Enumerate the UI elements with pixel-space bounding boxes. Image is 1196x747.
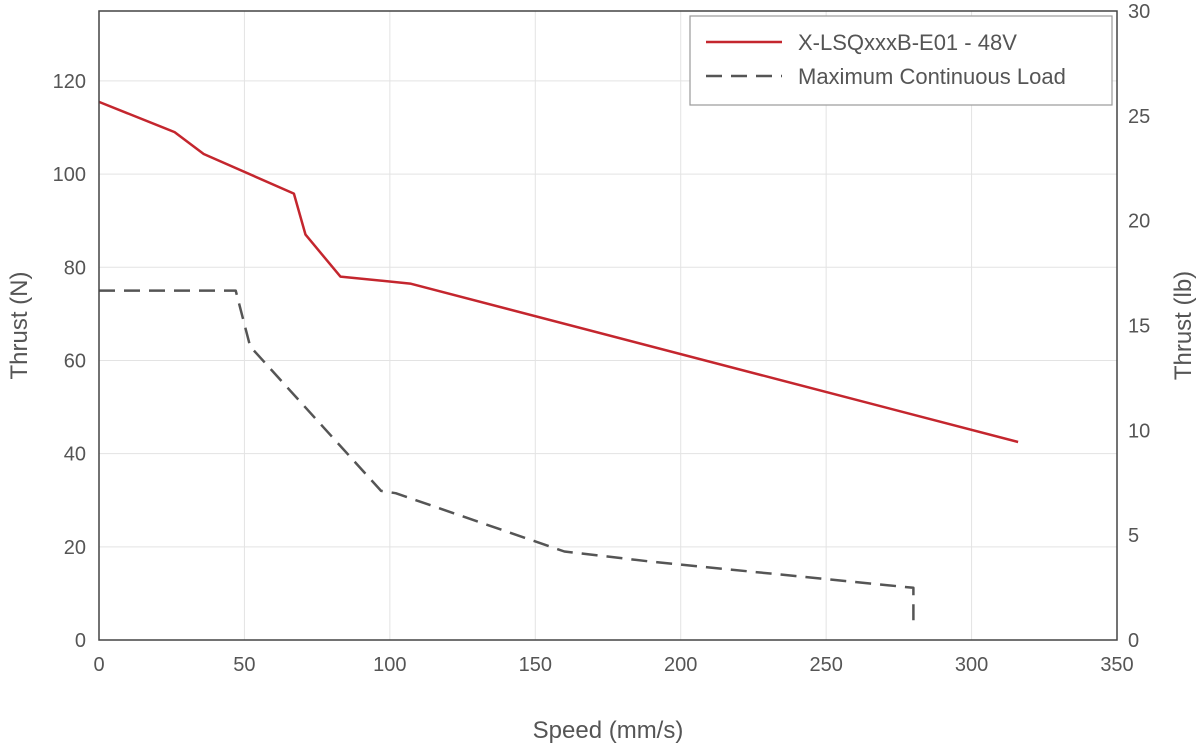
y-tick-label-left: 60 <box>64 350 86 372</box>
y-tick-label-left: 20 <box>64 537 86 559</box>
series-line-maximum-continuous-load <box>99 289 915 624</box>
x-tick-label: 150 <box>519 654 552 676</box>
legend: X-LSQxxxB-E01 - 48V Maximum Continuous L… <box>689 15 1113 106</box>
y-tick-label-left: 80 <box>64 257 86 279</box>
y-tick-label-right: 10 <box>1128 420 1150 442</box>
x-tick-label: 100 <box>373 654 406 676</box>
x-axis-title: Speed (mm/s) <box>533 717 684 744</box>
y-tick-label-right: 5 <box>1128 525 1139 547</box>
y-tick-label-left: 120 <box>53 71 86 93</box>
y-tick-label-left: 0 <box>75 630 86 652</box>
x-tick-label: 350 <box>1100 654 1133 676</box>
legend-label-x-lsqxxxb-e01-48v: X-LSQxxxB-E01 - 48V <box>798 30 1017 55</box>
legend-label-maximum-continuous-load: Maximum Continuous Load <box>798 64 1066 89</box>
y-tick-label-right: 20 <box>1128 211 1150 233</box>
y-tick-label-right: 25 <box>1128 106 1150 128</box>
y-axis-title-left: Thrust (N) <box>6 272 33 380</box>
x-tick-label: 250 <box>809 654 842 676</box>
y-tick-label-left: 100 <box>53 164 86 186</box>
y-tick-label-right: 30 <box>1128 1 1150 23</box>
y-tick-label-left: 40 <box>64 444 86 466</box>
x-tick-label: 50 <box>233 654 255 676</box>
x-tick-label: 300 <box>955 654 988 676</box>
data-series <box>98 100 1019 624</box>
y-tick-label-right: 0 <box>1128 630 1139 652</box>
y-axis-title-right: Thrust (lb) <box>1170 271 1196 380</box>
gridlines <box>99 11 1117 640</box>
series-line-x-lsqxxxb-e01-48v <box>98 100 1019 444</box>
y-tick-label-right: 15 <box>1128 316 1150 338</box>
x-tick-label: 200 <box>664 654 697 676</box>
axis-ticks: 0 50 100 150 200 250 300 3500204060801001200510… <box>53 1 1151 676</box>
plot-frame <box>98 10 1118 641</box>
legend-box <box>689 15 1113 106</box>
x-tick-label: 0 <box>93 654 104 676</box>
